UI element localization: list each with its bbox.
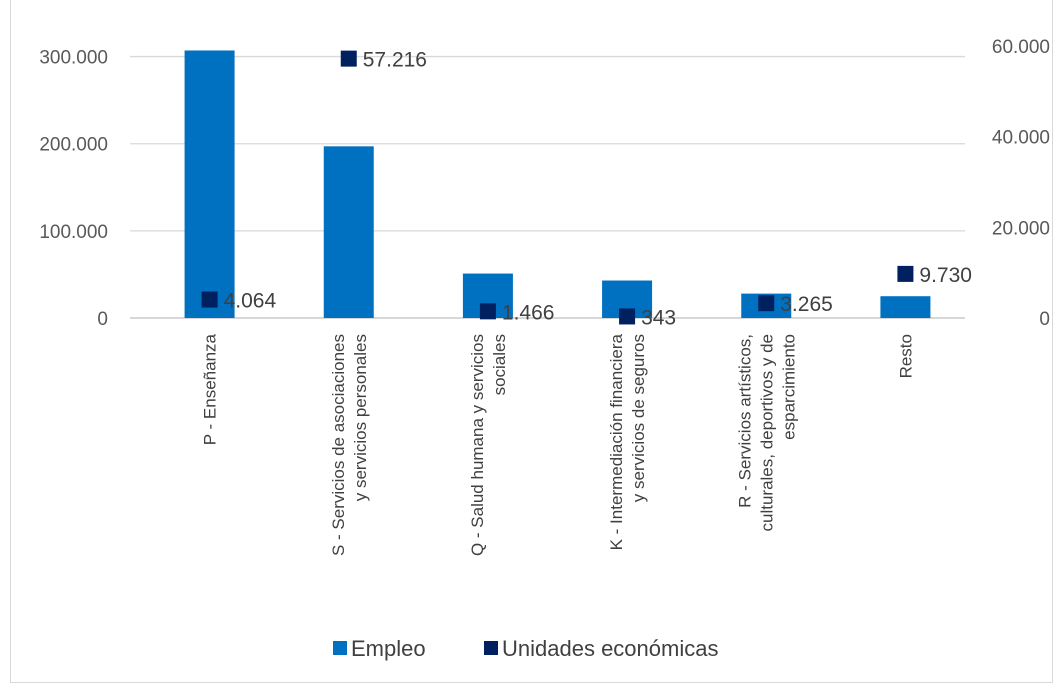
data-label-unidades: 1.466 — [502, 301, 555, 324]
category-label: S - Servicios de asociaciones y servicios… — [329, 334, 370, 556]
legend-label-empleo: Empleo — [351, 636, 426, 661]
category-label: Resto — [896, 334, 915, 378]
data-label-unidades: 3.265 — [780, 293, 833, 316]
category-label-line: R - Servicios artísticos, — [735, 334, 754, 508]
legend-swatch-empleo — [333, 641, 347, 655]
left-tick-label: 100.000 — [39, 222, 108, 243]
legend: Empleo Unidades económicas — [333, 636, 718, 661]
marker-unidades — [479, 303, 496, 320]
category-label-line: y servicios de seguros — [629, 334, 648, 502]
data-label-unidades: 343 — [641, 306, 676, 329]
marker-unidades — [201, 291, 218, 308]
empleo-bars — [184, 50, 931, 318]
category-label-line: S - Servicios de asociaciones — [329, 334, 348, 556]
right-tick-label: 0 — [1039, 309, 1050, 330]
left-tick-label: 300.000 — [39, 48, 108, 69]
category-label: K - Intermediación financiera y servicios… — [607, 333, 648, 550]
category-label-line: y servicios personales — [351, 334, 370, 501]
right-tick-label: 20.000 — [992, 218, 1050, 239]
left-tick-label: 0 — [97, 309, 108, 330]
marker-unidades — [758, 295, 775, 312]
category-label: P - Enseñanza — [201, 333, 220, 445]
bar-empleo — [880, 296, 931, 318]
chart-frame — [10, 0, 1053, 683]
category-label: R - Servicios artísticos, culturales, dep… — [735, 334, 798, 532]
right-axis-ticks: 0 20.000 40.000 60.000 — [992, 37, 1050, 330]
left-axis-ticks: 0 100.000 200.000 300.000 — [39, 48, 108, 330]
bar-empleo — [184, 50, 235, 318]
category-label-line: Resto — [896, 334, 915, 378]
right-tick-label: 40.000 — [992, 128, 1050, 149]
category-label-line: sociales — [490, 334, 509, 395]
bar-empleo — [323, 146, 374, 318]
data-label-unidades: 57.216 — [363, 49, 427, 72]
category-labels: P - Enseñanza S - Servicios de asociacion… — [201, 333, 916, 556]
legend-swatch-unidades — [484, 641, 498, 655]
legend-label-unidades: Unidades económicas — [502, 636, 718, 661]
data-label-unidades: 9.730 — [919, 264, 972, 287]
category-label: Q - Salud humana y servicios sociales — [468, 334, 509, 556]
category-label-line: K - Intermediación financiera — [607, 333, 626, 550]
unidades-markers: 4.064 57.216 1.466 343 3.265 9.730 — [201, 49, 972, 329]
gridlines — [130, 55, 965, 319]
category-label-line: esparcimiento — [779, 334, 798, 440]
right-tick-label: 60.000 — [992, 37, 1050, 58]
category-label-line: Q - Salud humana y servicios — [468, 334, 487, 556]
category-label-line: P - Enseñanza — [201, 333, 220, 445]
category-label-line: culturales, deportivos y de — [757, 334, 776, 532]
marker-unidades — [340, 50, 357, 67]
data-label-unidades: 4.064 — [224, 290, 277, 313]
marker-unidades — [897, 265, 914, 282]
marker-unidades — [619, 308, 636, 325]
left-tick-label: 200.000 — [39, 135, 108, 156]
